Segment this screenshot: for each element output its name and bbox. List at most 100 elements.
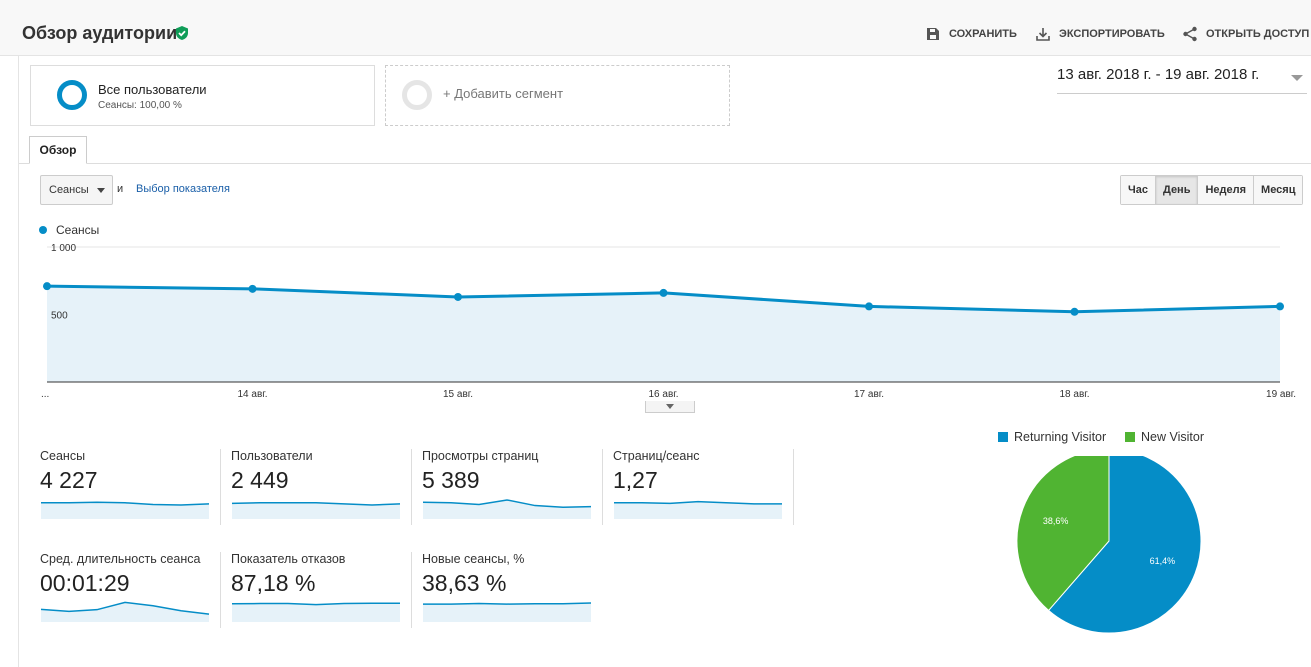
export-button[interactable]: ЭКСПОРТИРОВАТЬ	[1035, 25, 1165, 43]
pie-legend-returning: Returning Visitor	[998, 430, 1106, 444]
date-range-picker[interactable]: 13 авг. 2018 г. - 19 авг. 2018 г.	[1057, 66, 1307, 94]
metric-value: 2 449	[231, 467, 289, 493]
metric-sparkline	[422, 499, 592, 519]
metric-sparkline	[41, 501, 210, 519]
chart-legend: Сеансы	[39, 223, 99, 237]
pie-legend-new: New Visitor	[1125, 430, 1204, 444]
tab-bar-divider	[19, 162, 1311, 164]
metric-tile: Пользователи 2 449	[228, 449, 418, 525]
data-point	[865, 302, 873, 311]
and-label: и	[117, 183, 124, 195]
save-button[interactable]: СОХРАНИТЬ	[925, 25, 1017, 43]
share-button[interactable]: ОТКРЫТЬ ДОСТУП	[1182, 25, 1309, 43]
sparkline-line	[231, 502, 401, 506]
add-segment-label: + Добавить сегмент	[443, 86, 564, 101]
tile-separator	[411, 552, 412, 628]
metric-label: Сеансы	[40, 449, 86, 463]
metric-sparkline	[423, 602, 592, 622]
tile-separator	[602, 449, 603, 525]
metric-label: Пользователи	[231, 449, 313, 463]
segment-all-users[interactable]: Все пользователи Сеансы: 100,00 %	[30, 65, 375, 126]
data-point	[1070, 307, 1079, 316]
download-icon	[1036, 28, 1050, 41]
sparkline-area	[423, 499, 591, 519]
tile-separator	[411, 449, 412, 525]
choose-metric-link[interactable]: Выбор показателя	[136, 183, 230, 195]
metric-select[interactable]: Сеансы	[40, 175, 113, 205]
data-point	[659, 288, 668, 297]
pie-legend-returning-label: Returning Visitor	[1014, 430, 1107, 444]
report-header: Обзор аудитории СОХРАНИТЬ ЭКСПОРТИРОВАТЬ…	[0, 0, 1311, 56]
add-segment-button[interactable]: + Добавить сегмент	[385, 65, 730, 126]
x-tick-label: 18 авг.	[1060, 389, 1090, 400]
legend-series-dot	[39, 226, 47, 234]
chevron-down-icon	[97, 188, 105, 193]
x-tick-label: 17 авг.	[854, 389, 884, 400]
x-tick-label: 14 авг.	[238, 389, 268, 400]
metric-sparkline	[40, 601, 210, 622]
returning-swatch	[998, 432, 1008, 442]
sparkline-line	[614, 500, 782, 505]
metric-sparkline	[614, 500, 782, 519]
metric-tile: Сред. длительность сеанса 00:01:29	[37, 552, 227, 628]
page-title: Обзор аудитории	[22, 23, 178, 43]
period-week-button[interactable]: Неделя	[1198, 176, 1255, 204]
data-point	[1276, 302, 1284, 311]
period-toggle-group: Час День Неделя Месяц	[1120, 175, 1304, 205]
sparkline-area	[41, 602, 209, 622]
segment-title: Все пользователи	[98, 82, 207, 97]
metric-label: Страниц/сеанс	[613, 449, 700, 463]
x-tick-label: ...	[41, 389, 49, 400]
sparkline-line	[40, 601, 210, 615]
segment-subtitle: Сеансы: 100,00 %	[98, 100, 182, 111]
save-label: СОХРАНИТЬ	[949, 28, 1017, 40]
metric-tile: Страниц/сеанс 1,27	[610, 449, 800, 525]
pie-slice	[1047, 456, 1202, 634]
period-hour-button[interactable]: Час	[1121, 176, 1156, 204]
sparkline-line	[231, 602, 400, 606]
metric-label: Просмотры страниц	[422, 449, 539, 463]
sparkline-area	[423, 602, 591, 622]
x-tick-label: 16 авг.	[649, 389, 679, 400]
tile-separator	[793, 449, 794, 525]
tab-overview[interactable]: Обзор	[29, 136, 87, 164]
metric-sparkline	[231, 602, 400, 622]
data-point	[43, 282, 51, 291]
sparkline-area	[232, 502, 400, 519]
tile-separator	[220, 449, 221, 525]
metric-label: Показатель отказов	[231, 552, 346, 566]
metric-value: 4 227	[40, 467, 98, 493]
save-icon	[927, 28, 939, 40]
sparkline-area	[232, 603, 400, 622]
y-tick-label: 1 000	[51, 243, 76, 254]
empty-segment-ring-icon	[402, 80, 432, 110]
chart-expand-toggle[interactable]	[645, 401, 695, 413]
report-content: Все пользователи Сеансы: 100,00 % + Доба…	[18, 56, 1311, 667]
period-month-button[interactable]: Месяц	[1254, 176, 1303, 204]
x-tick-label: 19 авг.	[1266, 389, 1296, 400]
segment-ring-icon	[57, 80, 87, 110]
period-day-button[interactable]: День	[1155, 176, 1199, 204]
pie-slice	[1016, 456, 1110, 612]
data-point	[248, 284, 257, 293]
tile-separator	[220, 552, 221, 628]
pie-data-label: 38,6%	[1043, 516, 1069, 526]
metric-sparkline	[231, 502, 401, 519]
metric-tile: Просмотры страниц 5 389	[419, 449, 609, 525]
metric-label: Сред. длительность сеанса	[40, 552, 201, 566]
share-icon	[1183, 26, 1197, 42]
verified-check-icon	[176, 26, 188, 40]
chevron-down-icon	[666, 404, 674, 409]
share-label: ОТКРЫТЬ ДОСТУП	[1206, 28, 1310, 40]
data-point	[454, 292, 462, 301]
chevron-down-icon	[1291, 75, 1303, 81]
series-area	[47, 286, 1280, 382]
metric-tile: Сеансы 4 227	[37, 449, 227, 525]
metric-select-value: Сеансы	[49, 184, 89, 196]
y-tick-label: 500	[51, 311, 68, 322]
sparkline-area	[41, 502, 209, 519]
pie-legend-new-label: New Visitor	[1141, 430, 1204, 444]
sparkline-line	[423, 602, 592, 605]
x-tick-label: 15 авг.	[443, 389, 473, 400]
metric-value: 5 389	[422, 467, 480, 493]
